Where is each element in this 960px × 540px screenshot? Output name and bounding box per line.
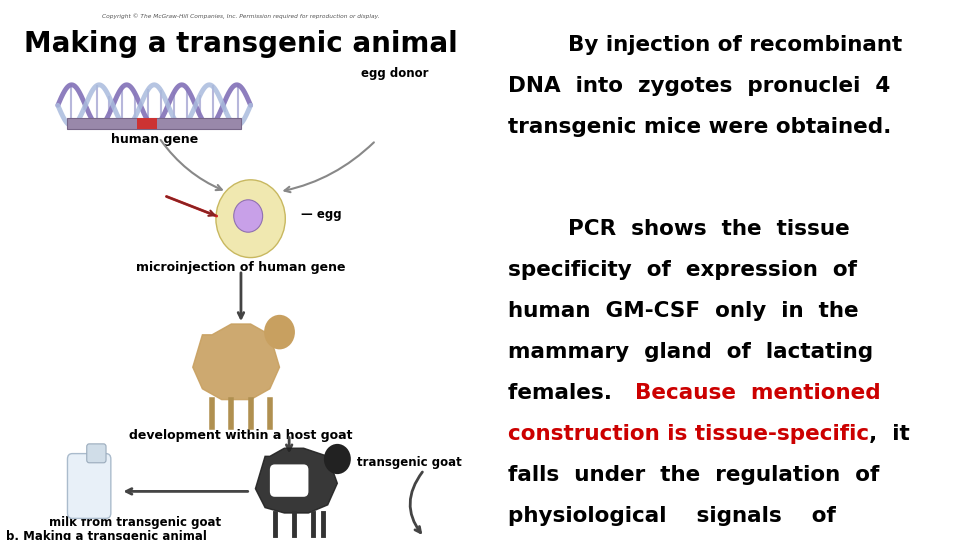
Text: b. Making a transgenic animal: b. Making a transgenic animal (6, 530, 206, 540)
Text: ,  it: , it (870, 424, 910, 444)
Circle shape (324, 444, 350, 474)
Circle shape (264, 315, 295, 349)
Text: microinjection of human gene: microinjection of human gene (136, 261, 346, 274)
Text: Making a transgenic animal: Making a transgenic animal (24, 30, 458, 58)
Text: — egg: — egg (301, 208, 342, 221)
Bar (67, 118, 241, 129)
Text: females.: females. (508, 383, 635, 403)
Polygon shape (255, 448, 337, 513)
Bar (137, 118, 156, 129)
Text: specificity  of  expression  of: specificity of expression of (508, 260, 857, 280)
Text: transgenic goat: transgenic goat (356, 456, 462, 469)
Text: Copyright © The McGraw-Hill Companies, Inc. Permission required for reproduction: Copyright © The McGraw-Hill Companies, I… (102, 14, 380, 19)
Text: human  GM-CSF  only  in  the: human GM-CSF only in the (508, 301, 859, 321)
FancyBboxPatch shape (67, 454, 110, 518)
Text: development within a host goat: development within a host goat (130, 429, 352, 442)
Text: mammary  gland  of  lactating: mammary gland of lactating (508, 342, 874, 362)
Text: PCR  shows  the  tissue: PCR shows the tissue (508, 219, 850, 239)
Text: DNA  into  zygotes  pronuclei  4: DNA into zygotes pronuclei 4 (508, 76, 891, 96)
Text: transgenic mice were obtained.: transgenic mice were obtained. (508, 117, 892, 137)
Circle shape (233, 200, 263, 232)
FancyBboxPatch shape (270, 464, 308, 497)
Text: milk from transgenic goat: milk from transgenic goat (49, 516, 221, 529)
FancyBboxPatch shape (86, 444, 106, 463)
Text: egg donor: egg donor (361, 68, 429, 80)
Text: By injection of recombinant: By injection of recombinant (508, 35, 902, 55)
Text: falls  under  the  regulation  of: falls under the regulation of (508, 465, 879, 485)
Polygon shape (193, 324, 279, 400)
Text: construction is tissue-specific: construction is tissue-specific (508, 424, 870, 444)
Text: human gene: human gene (110, 133, 198, 146)
Text: Because  mentioned: Because mentioned (635, 383, 880, 403)
Text: physiological    signals    of: physiological signals of (508, 506, 836, 526)
Circle shape (216, 180, 285, 258)
